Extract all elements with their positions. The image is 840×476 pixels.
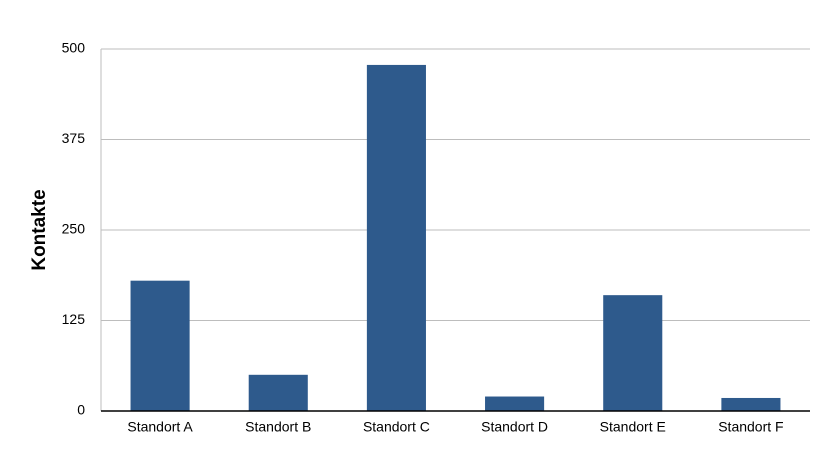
bar bbox=[366, 64, 426, 411]
bar bbox=[721, 397, 781, 411]
bar bbox=[485, 396, 545, 411]
y-tick-label: 375 bbox=[62, 130, 86, 146]
bar bbox=[603, 295, 663, 411]
x-tick-label: Standort B bbox=[245, 419, 311, 435]
x-tick-label: Standort E bbox=[600, 419, 666, 435]
x-tick-label: Standort C bbox=[363, 419, 430, 435]
bar bbox=[130, 280, 190, 411]
y-axis-label: Kontakte bbox=[29, 189, 50, 270]
bar bbox=[248, 374, 308, 411]
x-tick-label: Standort D bbox=[481, 419, 548, 435]
x-tick-label: Standort F bbox=[718, 419, 783, 435]
y-tick-label: 250 bbox=[62, 221, 86, 237]
y-tick-label: 125 bbox=[62, 311, 86, 327]
y-tick-label: 0 bbox=[77, 402, 85, 418]
y-tick-label: 500 bbox=[62, 40, 86, 56]
x-tick-label: Standort A bbox=[127, 419, 193, 435]
